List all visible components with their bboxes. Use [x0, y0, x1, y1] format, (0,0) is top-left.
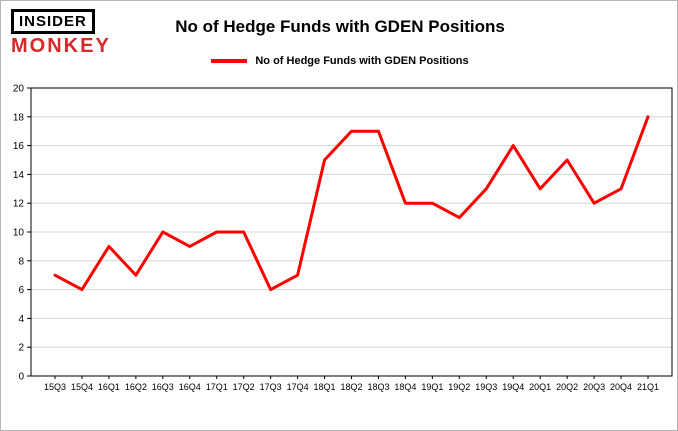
- x-tick-label: 21Q1: [637, 382, 659, 392]
- x-tick-label: 16Q4: [179, 382, 201, 392]
- x-tick-label: 17Q1: [206, 382, 228, 392]
- x-tick-label: 16Q1: [98, 382, 120, 392]
- x-tick-label: 16Q2: [125, 382, 147, 392]
- x-tick-label: 17Q4: [287, 382, 309, 392]
- logo-insider-text: INSIDER: [11, 9, 95, 34]
- y-tick-label: 2: [18, 343, 24, 354]
- legend-label: No of Hedge Funds with GDEN Positions: [255, 55, 469, 67]
- y-tick-label: 8: [18, 256, 24, 267]
- insider-monkey-logo: INSIDER MONKEY: [11, 9, 111, 56]
- x-tick-label: 18Q2: [340, 382, 362, 392]
- y-tick-label: 10: [13, 228, 25, 239]
- x-tick-label: 18Q1: [314, 382, 336, 392]
- x-tick-label: 19Q3: [475, 382, 497, 392]
- x-tick-label: 15Q4: [71, 382, 93, 392]
- y-tick-label: 16: [13, 141, 25, 152]
- chart-title: No of Hedge Funds with GDEN Positions: [175, 17, 505, 36]
- x-tick-label: 18Q4: [394, 382, 416, 392]
- y-tick-label: 20: [13, 84, 25, 95]
- chart-legend: No of Hedge Funds with GDEN Positions: [1, 55, 677, 67]
- series-line: [53, 115, 650, 292]
- x-tick-label: 20Q3: [583, 382, 605, 392]
- x-tick-label: 16Q3: [152, 382, 174, 392]
- x-tick-label: 19Q2: [448, 382, 470, 392]
- line-chart: 0 2 4 6 8 10 12 14 16 18 20 15Q3 15Q4 16Q1 16Q2 16Q3 16Q…: [13, 84, 673, 392]
- y-tick-label: 18: [13, 112, 25, 123]
- x-tick-label: 15Q3: [44, 382, 66, 392]
- y-tick-label: 14: [13, 170, 25, 181]
- y-tick-label: 12: [13, 199, 25, 210]
- logo-monkey-text: MONKEY: [11, 35, 111, 57]
- x-tick-label: 18Q3: [367, 382, 389, 392]
- y-tick-label: 4: [18, 314, 24, 325]
- y-tick-label: 6: [18, 285, 24, 296]
- x-tick-label: 19Q4: [502, 382, 524, 392]
- x-tick-label: 17Q3: [260, 382, 282, 392]
- legend-line-swatch: [211, 59, 248, 63]
- x-tick-label: 17Q2: [233, 382, 255, 392]
- x-tick-label: 19Q1: [421, 382, 443, 392]
- x-tick-label: 20Q1: [529, 382, 551, 392]
- x-tick-label: 20Q2: [556, 382, 578, 392]
- y-tick-label: 0: [18, 372, 24, 383]
- x-tick-label: 20Q4: [610, 382, 632, 392]
